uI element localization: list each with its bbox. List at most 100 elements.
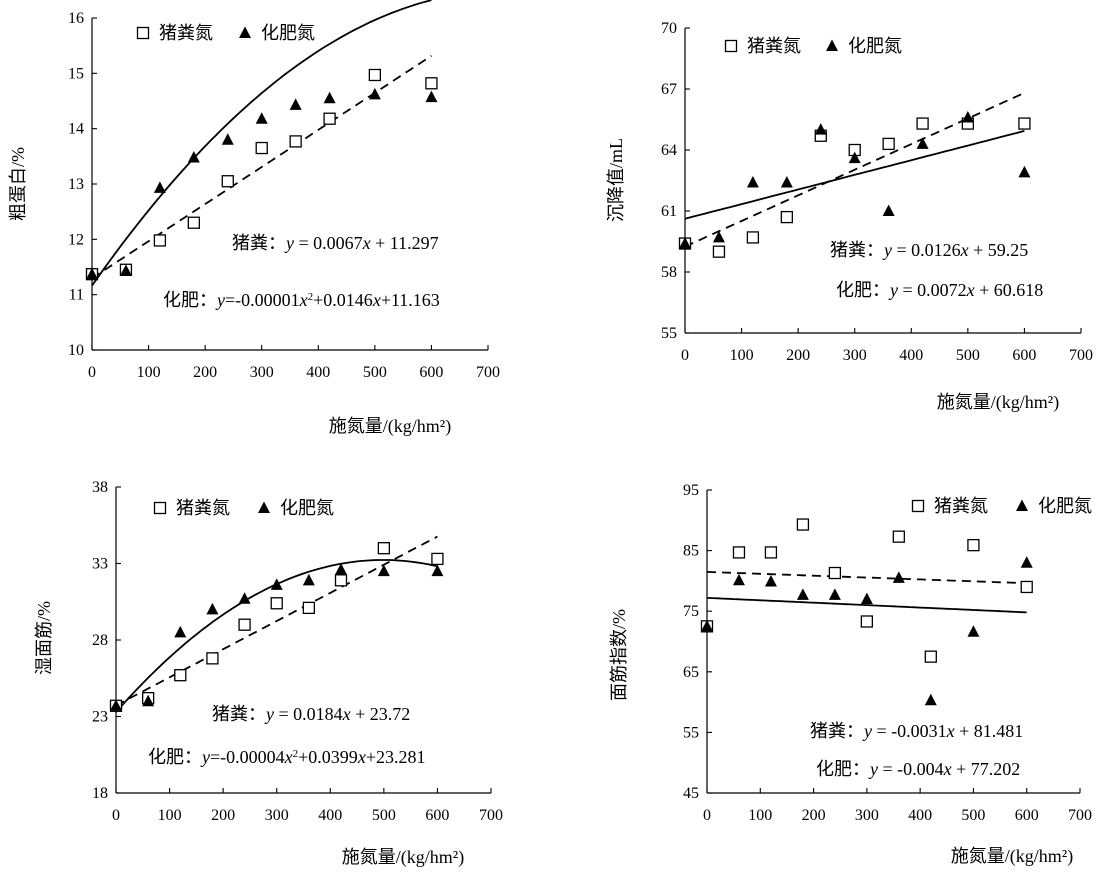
- fit-line-manure: [684, 92, 1025, 248]
- data-point-triangle: [1018, 165, 1031, 178]
- data-point-square: [334, 574, 348, 587]
- x-tick-label: 600: [425, 807, 449, 824]
- y-axis-label: 湿面筋/%: [34, 601, 54, 675]
- data-point-triangle: [961, 110, 974, 123]
- chart-panel-3: 18 23 28 33 38 0 100 200 300 400 500 600 700 湿面筋/% 施氮量…: [34, 479, 503, 868]
- data-point-triangle: [860, 592, 873, 605]
- legend: 猪粪氮 化肥氮: [911, 496, 1092, 516]
- series-manure: [85, 68, 438, 281]
- fit-line-manure: [115, 535, 438, 707]
- x-tick-label: 500: [372, 807, 396, 824]
- y-tick-label: 65: [683, 664, 699, 681]
- legend: 猪粪氮 化肥氮: [136, 23, 315, 43]
- data-point-triangle: [848, 151, 861, 164]
- data-point-triangle: [368, 87, 381, 100]
- data-point-square: [732, 546, 746, 559]
- equation-fertilizer: 化肥：y = 0.0072x + 60.618: [836, 280, 1043, 300]
- data-point-square: [153, 501, 167, 515]
- data-point-triangle: [826, 39, 838, 51]
- data-point-square: [206, 652, 219, 665]
- y-tick-label: 28: [92, 632, 108, 649]
- equation-fertilizer: 化肥：y = -0.004x + 77.202: [816, 759, 1020, 779]
- data-point-square: [431, 552, 444, 566]
- x-tick-label: 100: [748, 807, 772, 824]
- data-point-square: [368, 68, 382, 82]
- x-tick-label: 400: [306, 364, 330, 381]
- x-tick-label: 300: [265, 807, 289, 824]
- data-point-triangle: [796, 588, 809, 600]
- y-tick-label: 13: [68, 176, 84, 193]
- data-point-square: [828, 566, 842, 580]
- x-tick-label: 400: [318, 807, 342, 824]
- legend-label-manure: 猪粪氮: [747, 36, 801, 56]
- x-tick-label: 200: [786, 347, 810, 364]
- data-point-square: [425, 77, 438, 90]
- x-tick-label: 500: [363, 364, 387, 381]
- y-tick-label: 67: [661, 81, 677, 98]
- data-point-square: [764, 546, 778, 559]
- fit-line-manure: [706, 571, 1027, 585]
- data-point-triangle: [1020, 556, 1033, 568]
- y-tick-label: 23: [92, 709, 108, 726]
- equation-manure: 猪粪：y = 0.0126x + 59.25: [830, 240, 1028, 260]
- data-point-triangle: [967, 625, 980, 637]
- y-axis-label: 沉降值/mL: [606, 138, 626, 222]
- data-point-square: [323, 112, 336, 125]
- data-point-square: [289, 135, 302, 148]
- y-tick-label: 55: [661, 325, 677, 342]
- data-point-triangle: [732, 573, 745, 586]
- x-tick-label: 100: [158, 807, 182, 824]
- x-tick-label: 100: [137, 364, 161, 381]
- data-point-triangle: [238, 592, 251, 604]
- x-tick-label: 0: [88, 364, 96, 381]
- x-tick-label: 400: [899, 347, 923, 364]
- data-point-triangle: [289, 98, 302, 110]
- fit-line-fertilizer: [684, 130, 1025, 220]
- data-point-square: [712, 245, 726, 258]
- data-point-triangle: [187, 150, 200, 163]
- data-point-triangle: [882, 204, 895, 216]
- x-tick-label: 700: [479, 807, 503, 824]
- x-tick-label: 0: [112, 807, 120, 824]
- data-point-square: [377, 542, 391, 555]
- y-tick-label: 14: [68, 121, 84, 138]
- data-point-square: [302, 601, 316, 615]
- legend-label-fertilizer: 化肥氮: [848, 36, 902, 56]
- data-point-triangle: [924, 693, 937, 706]
- x-tick-label: 600: [1015, 807, 1039, 824]
- data-point-triangle: [258, 501, 270, 513]
- fit-line-fertilizer: [706, 597, 1027, 614]
- data-point-triangle: [239, 26, 251, 38]
- fit-line-fertilizer: [91, 0, 432, 287]
- data-point-triangle: [110, 699, 122, 711]
- y-tick-label: 38: [92, 479, 108, 496]
- data-point-square: [221, 175, 234, 188]
- data-point-square: [916, 117, 929, 130]
- data-point-square: [780, 210, 793, 224]
- legend: 猪粪氮 化肥氮: [724, 36, 902, 56]
- x-tick-label: 700: [1069, 347, 1093, 364]
- y-tick-label: 12: [68, 231, 84, 248]
- legend-label-manure: 猪粪氮: [176, 498, 230, 518]
- data-point-square: [967, 538, 980, 552]
- data-point-triangle: [431, 564, 444, 577]
- x-tick-label: 300: [855, 807, 879, 824]
- y-axis-label: 粗蛋白/%: [8, 147, 28, 221]
- equation-manure: 猪粪：y = 0.0184x + 23.72: [212, 704, 410, 724]
- data-point-square: [746, 231, 760, 244]
- y-tick-label: 85: [683, 543, 699, 560]
- data-point-square: [911, 499, 925, 513]
- chart-panel-4: 45 55 65 75 85 95 0 100 200 300 400 500 600 700 面筋指数/%…: [609, 482, 1092, 867]
- series-manure: [678, 117, 1031, 258]
- y-tick-label: 45: [683, 785, 699, 802]
- x-axis-label: 施氮量/(kg/hm²): [951, 846, 1073, 867]
- y-tick-label: 11: [69, 287, 84, 304]
- data-point-triangle: [746, 176, 759, 188]
- data-point-triangle: [174, 625, 187, 638]
- equation-fertilizer: 化肥：y=-0.00001x2+0.0146x+11.163: [163, 290, 440, 310]
- y-tick-label: 70: [661, 20, 677, 37]
- equation-fertilizer: 化肥：y=-0.00004x2+0.0399x+23.281: [148, 747, 425, 767]
- legend-label-fertilizer: 化肥氮: [1038, 496, 1092, 516]
